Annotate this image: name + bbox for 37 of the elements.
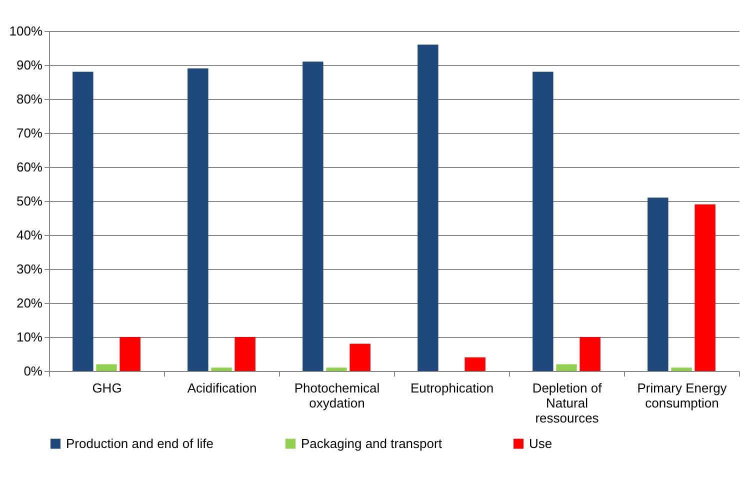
bar bbox=[188, 68, 208, 371]
x-tick-label: Primary Energy consumption bbox=[637, 380, 728, 410]
y-tick-label: 0% bbox=[24, 364, 43, 378]
y-tick-label: 80% bbox=[16, 92, 43, 106]
bar bbox=[72, 72, 94, 371]
x-tick-label: Eutrophication bbox=[410, 380, 494, 396]
y-tick-label: 10% bbox=[16, 330, 43, 344]
x-tick-label: Acidification bbox=[187, 380, 257, 396]
bar bbox=[211, 368, 232, 371]
bar bbox=[96, 364, 117, 371]
y-tick-label: 20% bbox=[16, 296, 43, 310]
bar bbox=[120, 337, 140, 371]
x-tick-label: Photochemical oxydation bbox=[294, 380, 380, 410]
y-tick-label: 70% bbox=[16, 126, 43, 140]
bar bbox=[464, 357, 486, 371]
x-tick-label: GHG bbox=[92, 380, 122, 396]
bar bbox=[418, 44, 438, 371]
y-tick-label: 60% bbox=[16, 160, 43, 174]
bar bbox=[694, 204, 716, 371]
bar bbox=[326, 368, 347, 371]
bar bbox=[580, 337, 600, 371]
bar bbox=[556, 364, 577, 371]
bar bbox=[532, 72, 554, 371]
bar bbox=[648, 198, 668, 371]
legend-label: Production and end of life bbox=[66, 436, 214, 451]
y-tick-label: 100% bbox=[9, 24, 43, 38]
bar bbox=[350, 344, 370, 371]
bar bbox=[302, 62, 324, 371]
y-tick-label: 50% bbox=[16, 194, 43, 208]
y-tick-label: 90% bbox=[16, 58, 43, 72]
bar bbox=[234, 337, 256, 371]
y-tick-label: 40% bbox=[16, 228, 43, 242]
y-tick-label: 30% bbox=[16, 262, 43, 276]
bar bbox=[671, 368, 692, 371]
x-tick-label: Depletion of Natural ressources bbox=[532, 380, 602, 426]
legend-label: Use bbox=[529, 436, 552, 451]
legend-label: Packaging and transport bbox=[301, 436, 442, 451]
